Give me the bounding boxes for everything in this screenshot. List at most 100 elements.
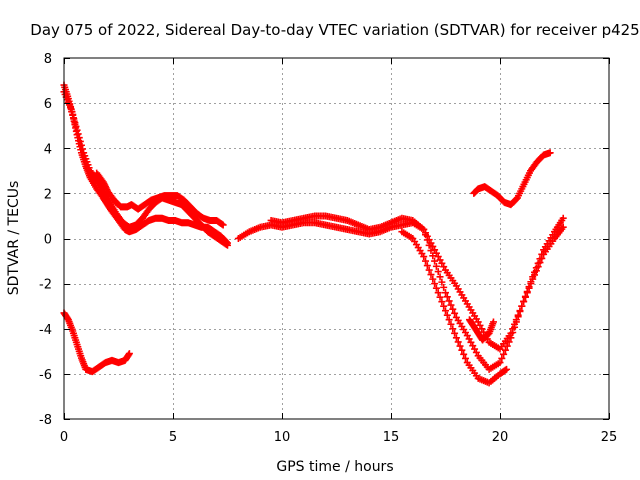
data-point <box>68 107 76 115</box>
series-arc-8 <box>470 149 554 209</box>
data-point <box>500 350 508 358</box>
data-point <box>532 264 540 272</box>
series-arc-4 <box>60 309 133 376</box>
series-arc-5 <box>234 219 567 373</box>
data-point <box>512 316 520 324</box>
data-point <box>445 297 453 305</box>
data-point <box>454 338 462 346</box>
data-point <box>422 257 430 265</box>
data-point <box>431 280 439 288</box>
data-point <box>438 278 446 286</box>
y-tick-label: -6 <box>39 368 52 383</box>
data-point <box>425 266 433 274</box>
x-tick-label: 10 <box>274 430 291 445</box>
y-tick-label: 2 <box>44 187 52 202</box>
x-tick-label: 5 <box>169 430 177 445</box>
data-point <box>538 250 546 258</box>
data-point <box>436 293 444 301</box>
data-point <box>521 292 529 300</box>
data-point <box>507 329 515 337</box>
data-point <box>75 134 83 142</box>
data-point <box>432 262 440 270</box>
data-point <box>514 311 522 319</box>
data-point <box>434 289 442 297</box>
data-point <box>523 288 531 296</box>
data-point <box>452 334 460 342</box>
data-point <box>559 214 567 222</box>
data-point <box>536 255 544 263</box>
data-point <box>76 137 84 145</box>
data-point <box>516 307 524 315</box>
data-point <box>518 302 526 310</box>
data-point <box>461 354 469 362</box>
data-point <box>224 241 231 249</box>
data-point <box>440 283 448 291</box>
data-point <box>67 104 75 112</box>
data-point <box>447 301 455 309</box>
series-arc-7 <box>398 228 511 387</box>
data-point <box>431 257 439 265</box>
data-point <box>460 350 468 358</box>
data-point <box>489 318 497 326</box>
data-point <box>527 278 535 286</box>
data-point <box>71 119 79 127</box>
data-point <box>74 130 82 138</box>
x-axis-label: GPS time / hours <box>276 459 393 475</box>
data-point <box>534 259 542 267</box>
x-tick-label: 25 <box>601 430 618 445</box>
chart-title: Day 075 of 2022, Sidereal Day-to-day VTE… <box>30 21 639 39</box>
y-tick-label: -2 <box>39 278 52 293</box>
y-tick-label: 6 <box>44 97 52 112</box>
data-point <box>501 346 509 354</box>
grid-layer <box>64 58 609 419</box>
points-layer <box>60 81 567 387</box>
data-point <box>498 354 506 362</box>
data-point <box>447 320 455 328</box>
data-point <box>451 329 459 337</box>
data-point <box>443 311 451 319</box>
data-point <box>531 268 539 276</box>
x-tick-label: 0 <box>60 430 68 445</box>
data-point <box>432 284 440 292</box>
x-tick-label: 20 <box>492 430 509 445</box>
data-point <box>436 273 444 281</box>
series-arc-9 <box>465 316 497 344</box>
plot-frame <box>63 57 610 420</box>
data-point <box>434 268 442 276</box>
y-axis-label: SDTVAR / TECUs <box>6 181 22 296</box>
series-arc-2 <box>60 88 231 249</box>
axis-layer: 0 5 10 15 20 25 -8 -6 -4 -2 0 2 4 6 8 <box>39 52 617 445</box>
data-point <box>442 289 449 297</box>
y-tick-label: -8 <box>39 413 52 428</box>
y-tick-label: 4 <box>44 142 52 157</box>
y-tick-label: 8 <box>44 52 52 67</box>
data-point <box>427 271 435 279</box>
x-tick-label: 15 <box>383 430 400 445</box>
data-point <box>420 253 428 261</box>
data-point <box>438 298 446 306</box>
data-point <box>77 141 85 149</box>
data-point <box>451 309 459 317</box>
data-point <box>70 115 78 123</box>
data-point <box>509 325 517 333</box>
data-point <box>449 305 457 313</box>
data-point <box>443 293 451 301</box>
data-point <box>511 320 519 328</box>
y-tick-label: -4 <box>39 323 52 338</box>
data-point <box>449 325 457 333</box>
data-point <box>219 221 227 229</box>
data-point <box>525 283 533 291</box>
data-point <box>423 262 431 270</box>
data-point <box>69 111 77 119</box>
data-point <box>496 359 504 367</box>
series-arc-6 <box>267 212 567 353</box>
y-tick-label: 0 <box>44 233 52 248</box>
data-point <box>456 342 464 350</box>
data-point <box>520 297 528 305</box>
data-point <box>503 365 511 373</box>
data-point <box>529 273 537 281</box>
data-point <box>445 316 453 324</box>
data-point <box>73 126 81 134</box>
data-point <box>79 145 87 153</box>
